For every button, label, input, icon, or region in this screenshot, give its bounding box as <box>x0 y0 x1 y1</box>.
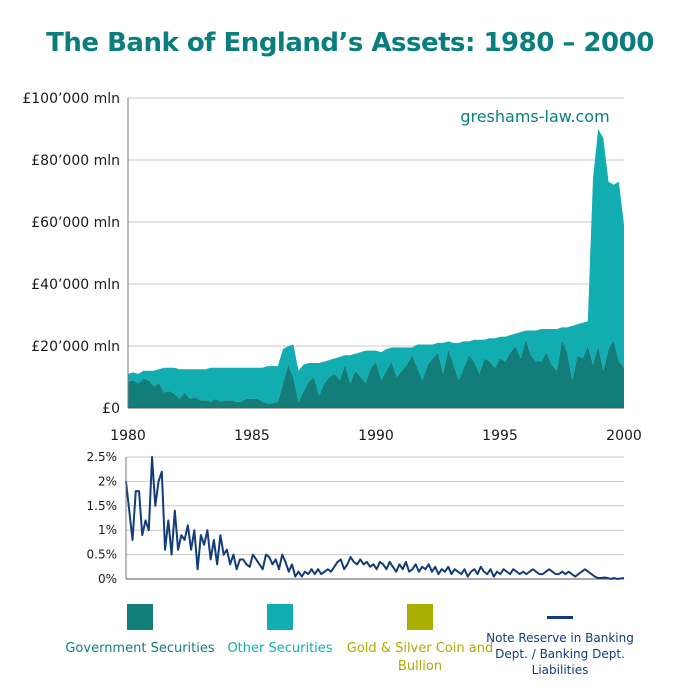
main-x-tick-label: 1985 <box>234 428 270 444</box>
legend-government: Government Securities <box>60 604 220 658</box>
main-y-tick-label: £80’000 mln <box>31 153 120 169</box>
legend-reserve-swatch <box>547 616 573 619</box>
main-axes: £0 £20’000 mln £40’000 mln £60’000 mln £80’0… <box>22 91 641 444</box>
chart-title: The Bank of England’s Assets: 1980 – 200… <box>46 28 654 58</box>
sub-y-tick-label: 2% <box>98 474 117 488</box>
watermark-text: greshams-law.com <box>460 107 609 126</box>
legend-government-swatch <box>127 604 153 630</box>
sub-y-tick-label: 1% <box>98 523 117 537</box>
main-x-tick-label: 1995 <box>482 428 518 444</box>
legend-other: Other Securities <box>200 604 360 658</box>
legend-government-label: Government Securities <box>65 641 215 656</box>
main-y-tick-label: £100’000 mln <box>22 91 120 107</box>
assets-area-chart: £0 £20’000 mln £40’000 mln £60’000 mln £80’0… <box>22 91 641 444</box>
legend-other-label: Other Securities <box>227 641 333 656</box>
main-areas <box>128 129 624 408</box>
area-other-securities <box>128 129 624 404</box>
legend-other-swatch <box>267 604 293 630</box>
main-x-tick-label: 1980 <box>110 428 146 444</box>
legend-gold-swatch <box>407 604 433 630</box>
main-y-tick-label: £20’000 mln <box>31 339 120 355</box>
main-x-tick-label: 2000 <box>606 428 642 444</box>
main-y-tick-label: £60’000 mln <box>31 215 120 231</box>
note-reserve-line <box>125 456 625 580</box>
sub-grid <box>126 456 624 580</box>
main-x-tick-label: 1990 <box>358 428 394 444</box>
legend-gold-label: Gold & Silver Coin and Bullion <box>346 641 494 674</box>
main-y-tick-label: £0 <box>102 401 120 417</box>
sub-y-tick-label: 2.5% <box>87 450 118 464</box>
sub-line <box>125 456 625 580</box>
main-y-tick-label: £40’000 mln <box>31 277 120 293</box>
legend-reserve-label: Note Reserve in Banking Dept. / Banking … <box>486 631 634 677</box>
note-reserve-line-chart: 0% 0.5% 1% 1.5% 2% 2.5% <box>87 450 625 586</box>
sub-y-tick-label: 1.5% <box>87 499 118 513</box>
sub-y-tick-label: 0% <box>98 572 117 586</box>
legend-reserve: Note Reserve in Banking Dept. / Banking … <box>480 604 640 678</box>
area-government-securities <box>128 339 624 408</box>
sub-y-tick-label: 0.5% <box>87 548 118 562</box>
sub-axes: 0% 0.5% 1% 1.5% 2% 2.5% <box>87 450 127 586</box>
legend-gold: Gold & Silver Coin and Bullion <box>340 604 500 676</box>
